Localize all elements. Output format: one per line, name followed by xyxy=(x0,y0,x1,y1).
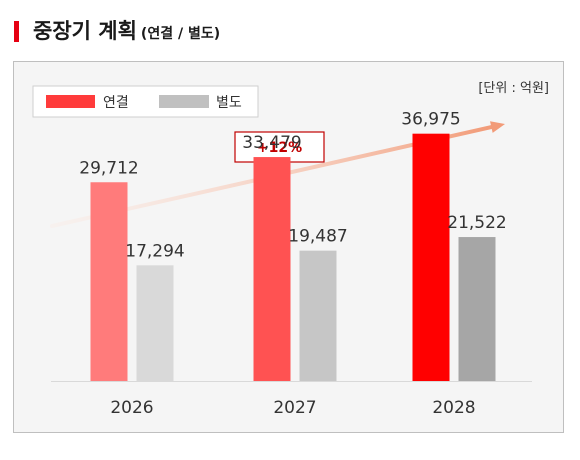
data-label-consolidated-2026: 29,712 xyxy=(79,158,138,178)
bar-separate-2026 xyxy=(136,265,174,381)
page-title: 중장기 계획 (연결 / 별도) xyxy=(33,16,220,46)
growth-label-box xyxy=(234,131,325,163)
bar-consolidated-2028 xyxy=(412,133,450,381)
data-label-separate-2027: 19,487 xyxy=(288,227,347,247)
legend-swatch-consolidated xyxy=(46,95,95,108)
legend-swatch-separate xyxy=(159,95,209,108)
bar-separate-2027 xyxy=(299,250,337,381)
bar-consolidated-2026 xyxy=(90,182,128,381)
legend-label-separate: 별도 xyxy=(216,95,242,111)
title-main: 중장기 계획 xyxy=(33,19,137,43)
data-label-consolidated-2028: 36,975 xyxy=(401,110,460,130)
data-label-consolidated-2027: 33,479 xyxy=(242,133,301,153)
title-subtitle: (연결 / 별도) xyxy=(140,26,221,42)
title-accent-bar xyxy=(14,21,19,42)
legend-label-consolidated: 연결 xyxy=(103,95,129,111)
bar-consolidated-2027 xyxy=(253,157,291,381)
x-tick-label-2026: 2026 xyxy=(110,398,153,418)
growth-arrow-head xyxy=(490,121,505,133)
bar-separate-2028 xyxy=(458,237,496,381)
data-label-separate-2028: 21,522 xyxy=(447,213,506,233)
growth-label-text: +12% xyxy=(257,140,302,156)
x-tick-label-2028: 2028 xyxy=(432,398,475,418)
data-label-separate-2026: 17,294 xyxy=(125,241,184,261)
unit-label: [단위 : 억원] xyxy=(478,81,549,96)
x-tick-label-2027: 2027 xyxy=(273,398,316,418)
